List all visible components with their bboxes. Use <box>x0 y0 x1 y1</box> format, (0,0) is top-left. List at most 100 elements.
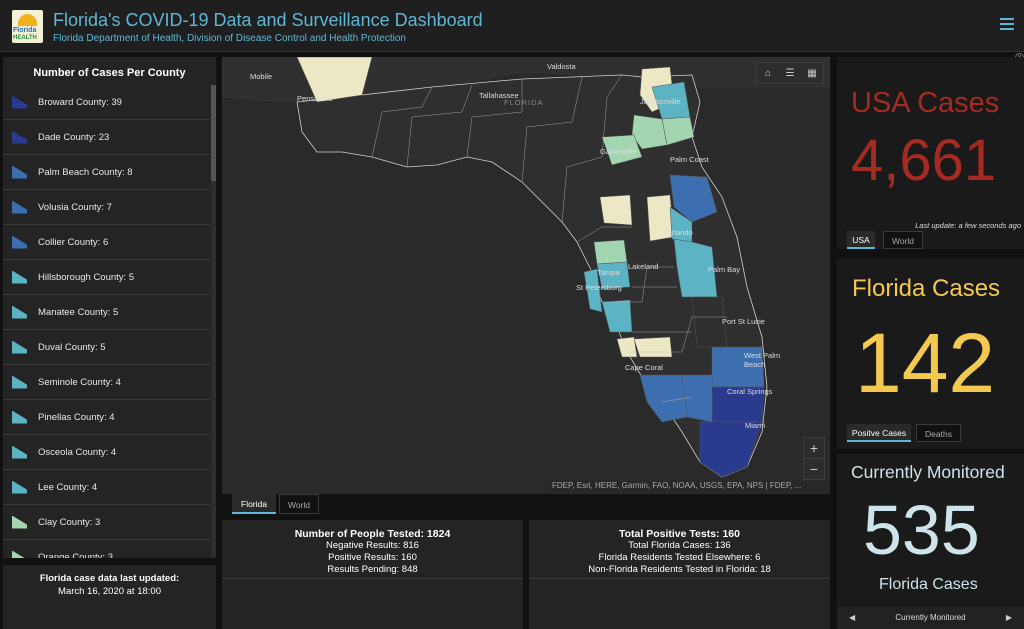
map-place-label: Mobile <box>250 72 273 81</box>
monitored-label: Currently Monitored <box>851 462 1005 482</box>
list-item[interactable]: Manatee County: 5 <box>3 295 210 330</box>
zoom-out-button[interactable]: − <box>809 461 819 477</box>
map-place-label: Jacksonville <box>640 97 681 106</box>
county-label: Broward County: 39 <box>38 96 122 108</box>
legend-swatch-icon <box>12 410 27 424</box>
map-toolbar: ⌂ ☰ ▦ <box>756 62 824 84</box>
scrollbar-thumb[interactable] <box>211 85 216 181</box>
list-item[interactable]: Clay County: 3 <box>3 505 210 540</box>
county-label: Collier County: 6 <box>38 236 109 248</box>
list-item[interactable]: Volusia County: 7 <box>3 190 210 225</box>
county-label: Dade County: 23 <box>38 131 110 143</box>
list-item[interactable]: Dade County: 23 <box>3 120 210 155</box>
county-label: Lee County: 4 <box>38 481 98 493</box>
legend-swatch-icon <box>12 95 27 109</box>
county-label: Hillsborough County: 5 <box>38 271 135 283</box>
county-label: Volusia County: 7 <box>38 201 112 213</box>
map-place-label: FLORIDA <box>504 98 544 107</box>
menu-icon[interactable] <box>1000 18 1014 30</box>
total-florida-cases: Total Florida Cases: 136 <box>628 540 731 551</box>
map-place-label: West Palm Beach <box>744 351 781 369</box>
legend-swatch-icon <box>12 235 27 249</box>
layers-list-icon[interactable]: ☰ <box>785 67 795 79</box>
map-place-label: Tallahassee <box>479 91 519 100</box>
tab-positive-cases[interactable]: Positve Cases <box>847 424 911 442</box>
county-list-title: Number of Cases Per County <box>33 67 186 79</box>
legend-swatch-icon <box>12 445 27 459</box>
legend-swatch-icon <box>12 270 27 284</box>
map-place-label: Lakeland <box>628 262 659 271</box>
map-place-label: Valdosta <box>547 62 576 71</box>
monitored-nav: ◀ Currently Monitored ▶ <box>837 607 1024 629</box>
zoom-in-button[interactable]: + <box>804 438 824 459</box>
legend-swatch-icon <box>12 375 27 389</box>
positive-results: Positive Results: 160 <box>328 552 417 563</box>
list-item[interactable]: Pinellas County: 4 <box>3 400 210 435</box>
legend-swatch-icon <box>12 480 27 494</box>
map-canvas[interactable] <box>222 57 830 494</box>
divider <box>529 578 830 579</box>
monitored-nav-label: Currently Monitored <box>895 613 966 622</box>
monitored-value: 535 <box>863 491 980 569</box>
map-place-label: Palm Bay <box>708 265 741 274</box>
next-arrow-icon[interactable]: ▶ <box>1005 613 1012 622</box>
map-place-label: Miami <box>745 421 765 430</box>
florida-map[interactable]: Mobile Pensacola Valdosta Tallahassee FLORID… <box>222 57 830 494</box>
county-label: Palm Beach County: 8 <box>38 166 133 178</box>
home-icon[interactable]: ⌂ <box>764 67 772 79</box>
non-residents-tested: Non-Florida Residents Tested in Florida:… <box>588 564 771 575</box>
map-tab-bar: Florida World <box>222 494 830 514</box>
list-item[interactable]: Duval County: 5 <box>3 330 210 365</box>
page-subtitle: Florida Department of Health, Division o… <box>53 33 406 44</box>
monitored-panel: Currently Monitored 535 Florida Cases ◀ … <box>837 454 1024 629</box>
logo-text-florida: Florida <box>13 27 37 34</box>
map-attribution: FDEP, Esri, HERE, Garmin, FAO, NOAA, USG… <box>549 481 828 492</box>
map-place-label: Pensacola <box>297 94 333 103</box>
zoom-controls: + − <box>803 437 825 480</box>
map-place-label: Coral Springs <box>727 387 773 396</box>
florida-cases-value: 142 <box>855 316 996 410</box>
map-place-label: St Petersburg <box>576 283 622 292</box>
tab-world[interactable]: World <box>279 494 319 514</box>
usa-cases-label: USA Cases <box>851 87 1000 119</box>
county-label: Clay County: 3 <box>38 516 101 528</box>
tab-usa-world[interactable]: World <box>883 231 923 249</box>
usa-cases-panel: USA Cases 4,661 Last update: a few secon… <box>837 57 1024 249</box>
map-place-label: Gainesville <box>600 147 637 156</box>
county-label: Duval County: 5 <box>38 341 106 353</box>
list-item[interactable]: Collier County: 6 <box>3 225 210 260</box>
list-item[interactable]: Seminole County: 4 <box>3 365 210 400</box>
list-item[interactable]: Osceola County: 4 <box>3 435 210 470</box>
florida-cases-label: Florida Cases <box>852 275 1001 302</box>
positive-title: Total Positive Tests: 160 <box>619 528 740 540</box>
list-item[interactable]: Hillsborough County: 5 <box>3 260 210 295</box>
prev-arrow-icon[interactable]: ◀ <box>849 613 856 622</box>
map-place-label: Tampa <box>597 268 620 277</box>
list-item[interactable]: Broward County: 39 <box>3 85 210 120</box>
legend-swatch-icon <box>12 550 27 558</box>
map-place-label: Port St Lucie <box>722 317 765 326</box>
usa-last-update: Last update: a few seconds ago <box>915 221 1021 230</box>
last-updated-panel: Florida case data last updated: March 16… <box>3 565 216 629</box>
map-place-label: Cape Coral <box>625 363 663 372</box>
last-updated-label: Florida case data last updated: <box>39 573 180 584</box>
list-item[interactable]: Orange County: 3 <box>3 540 210 558</box>
tab-deaths[interactable]: Deaths <box>916 424 961 442</box>
county-case-list: Number of Cases Per County Broward Count… <box>3 57 216 558</box>
legend-swatch-icon <box>12 200 27 214</box>
county-label: Pinellas County: 4 <box>38 411 115 423</box>
page-title: Florida's COVID-19 Data and Surveillance… <box>53 10 483 30</box>
divider <box>222 578 523 579</box>
tab-florida[interactable]: Florida <box>232 494 276 514</box>
legend-swatch-icon <box>12 340 27 354</box>
tab-usa[interactable]: USA <box>847 231 875 249</box>
county-label: Seminole County: 4 <box>38 376 121 388</box>
list-item[interactable]: Palm Beach County: 8 <box>3 155 210 190</box>
county-list-scrollbar[interactable] <box>211 85 216 558</box>
qr-code-icon[interactable]: ▦ <box>807 67 817 79</box>
map-place-label: Palm Coast <box>670 155 709 164</box>
list-item[interactable]: Lee County: 4 <box>3 470 210 505</box>
last-updated-time: March 16, 2020 at 18:00 <box>58 586 161 597</box>
legend-swatch-icon <box>12 165 27 179</box>
legend-swatch-icon <box>12 515 27 529</box>
